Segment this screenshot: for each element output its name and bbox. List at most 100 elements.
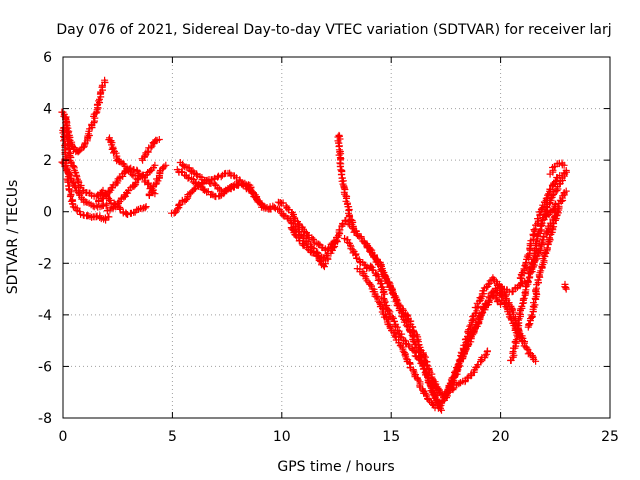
data-point [315,240,323,248]
y-tick-label: 2 [43,153,52,169]
data-point [523,344,531,352]
data-point [252,194,260,202]
data-track [287,224,332,271]
data-point [492,293,500,301]
data-point [463,374,471,382]
data-point [390,317,398,325]
data-point [147,144,155,152]
data-point [290,215,298,223]
data-point [540,198,548,206]
data-track [444,290,505,393]
data-track [561,280,570,293]
data-track [62,113,150,218]
data-point [360,238,368,246]
data-point [58,158,66,166]
data-point [253,197,261,205]
data-point [557,197,565,205]
data-point [367,262,374,270]
data-point [388,289,396,297]
data-point [379,289,387,296]
x-tick-label: 25 [601,429,619,445]
data-point [303,244,311,252]
data-point [105,213,113,221]
data-point [80,143,88,151]
data-point [216,185,224,193]
data-point [234,182,242,189]
data-point [551,200,559,208]
data-point [171,209,179,216]
data-point [520,294,528,302]
data-point [354,231,361,239]
data-point [182,196,190,203]
y-axis-label: SDTVAR / TECUs [5,180,21,295]
data-point [519,337,526,345]
data-point [182,163,190,171]
data-point [378,267,386,275]
data-point [263,204,271,212]
y-tick-label: 0 [43,205,52,221]
data-track [546,159,568,178]
data-track [516,172,564,282]
data-point [466,322,474,330]
x-tick-label: 20 [492,429,510,445]
data-point [144,147,152,155]
data-point [138,173,146,181]
data-point [413,343,421,351]
x-tick-label: 5 [168,429,177,445]
y-tick-label: -6 [38,359,52,375]
data-point [142,203,150,211]
data-point [538,205,546,213]
data-point [324,254,332,262]
data-point [360,272,368,279]
data-point [528,311,536,319]
x-tick-label: 0 [59,429,68,445]
data-point [217,173,225,181]
data-point [554,208,561,216]
y-tick-label: -8 [38,411,52,427]
data-point [562,187,570,195]
data-point [416,356,424,364]
data-point [141,152,149,160]
data-point [551,178,559,186]
data-point [95,97,103,105]
data-point [404,322,412,330]
data-point [64,140,72,148]
data-point [532,221,540,229]
data-point [562,167,570,174]
data-point [70,162,78,170]
x-axis-label: GPS time / hours [277,459,394,475]
data-point [62,132,70,140]
data-point [241,179,249,187]
data-point [524,251,532,259]
data-point [407,328,415,336]
data-point [474,302,482,310]
data-point [484,347,491,355]
data-point [481,352,489,360]
data-point [508,316,515,324]
data-point [556,172,564,180]
data-track [493,277,529,296]
data-point [174,205,181,213]
x-tick-label: 15 [382,429,400,445]
data-point [518,302,526,310]
data-point [128,170,136,178]
data-point [497,301,505,308]
data-point [460,349,468,357]
data-point [138,205,146,213]
data-point [526,320,534,328]
data-point [529,230,537,238]
data-point [275,206,283,213]
data-point [562,285,570,293]
data-point [532,357,540,365]
data-point [431,390,439,398]
data-point [65,148,73,156]
data-point [560,161,568,169]
data-point [545,234,553,242]
data-point [531,295,539,302]
data-points [58,76,570,414]
data-point [92,109,100,117]
data-point [381,273,389,281]
chart-title: Day 076 of 2021, Sidereal Day-to-day VTE… [56,22,611,38]
data-point [221,188,229,196]
data-point [485,280,492,288]
